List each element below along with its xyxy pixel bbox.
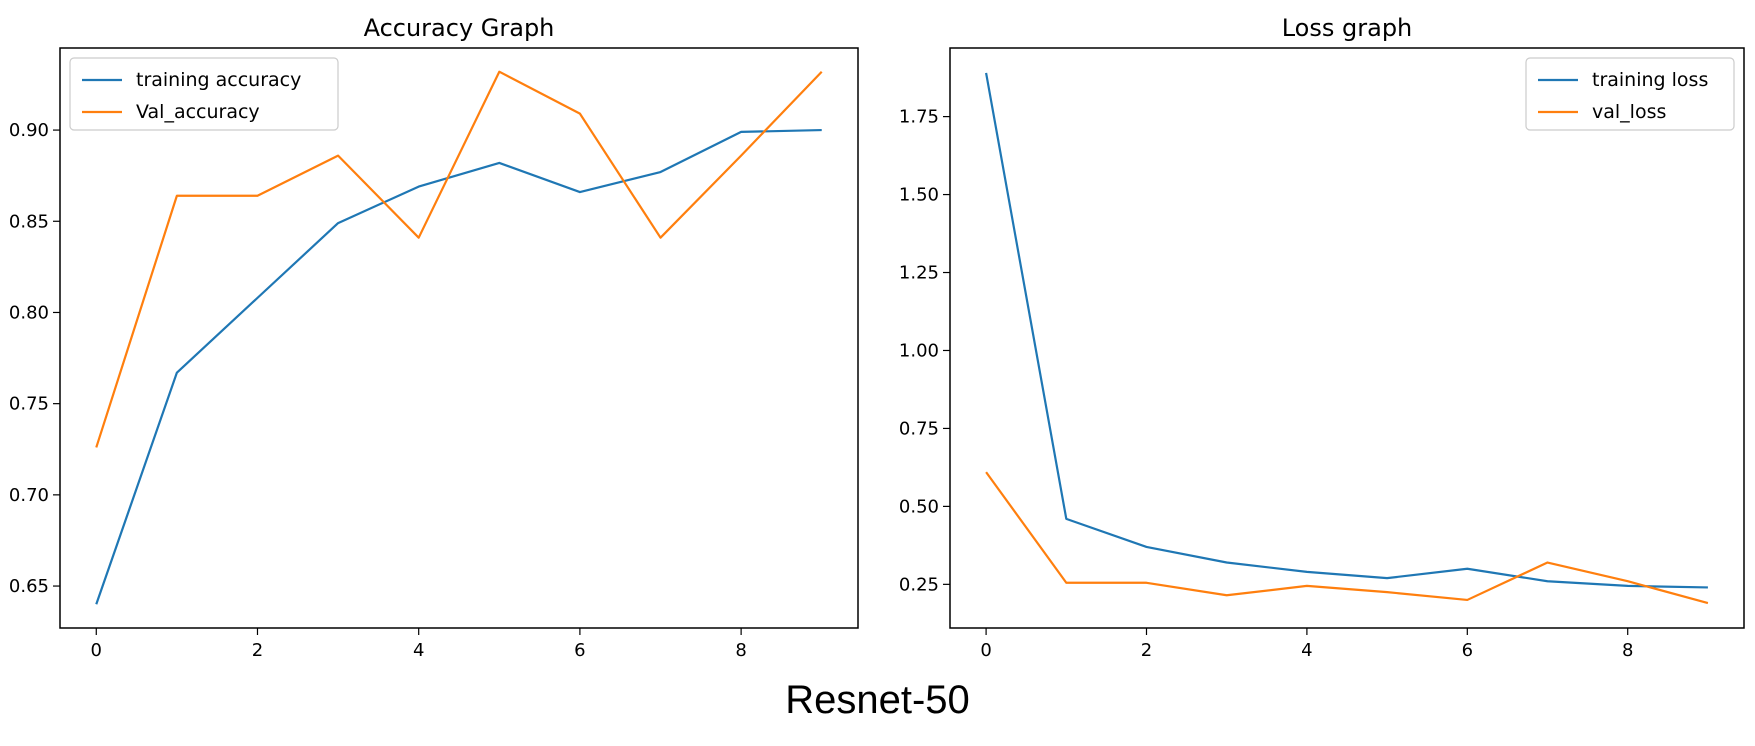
y-tick-label: 0.85 — [9, 211, 49, 232]
series-line-training-loss — [985, 72, 1708, 589]
y-tick-label: 0.70 — [9, 485, 49, 506]
figure: Accuracy Graph 0 2 4 6 8 0.65 0.70 0.75 0.80 0.85 0… — [9, 14, 1745, 661]
y-tick-label: 1.00 — [899, 340, 939, 361]
series-line-training-accuracy — [95, 128, 822, 605]
y-tick-label: 0.80 — [9, 302, 49, 323]
y-tick-label: 1.50 — [899, 185, 939, 206]
axes-frame — [949, 47, 1745, 629]
series-line-val-loss — [985, 471, 1709, 605]
y-tick-label: 0.75 — [9, 394, 49, 415]
legend: training accuracy Val_accuracy — [69, 57, 339, 131]
x-tick-label: 2 — [1141, 640, 1152, 661]
y-tick-label: 1.25 — [899, 263, 939, 284]
x-tick-label: 4 — [1301, 640, 1312, 661]
legend-label: training loss — [1592, 69, 1708, 91]
x-tick-label: 2 — [252, 640, 263, 661]
x-tick-label: 6 — [574, 640, 585, 661]
figure-caption: Resnet-50 — [785, 678, 970, 722]
legend-label: val_loss — [1592, 101, 1666, 123]
chart-panel-0: Accuracy Graph 0 2 4 6 8 0.65 0.70 0.75 0.80 0.85 0… — [9, 14, 859, 661]
legend-label: training accuracy — [136, 69, 301, 91]
x-tick-label: 0 — [980, 640, 991, 661]
x-tick-label: 8 — [1622, 640, 1633, 661]
y-tick-label: 1.75 — [899, 107, 939, 128]
legend: training loss val_loss — [1525, 57, 1735, 131]
x-tick-label: 4 — [413, 640, 424, 661]
y-tick-label: 0.75 — [899, 418, 939, 439]
series-line-val-accuracy — [95, 70, 823, 448]
chart-panel-1: Loss graph 0 2 4 6 8 0.25 0.50 0.75 1.00 1.25 1.50 1… — [899, 14, 1745, 661]
legend-box — [69, 57, 339, 131]
x-tick-label: 6 — [1462, 640, 1473, 661]
chart-title: Loss graph — [1282, 14, 1413, 42]
chart-title: Accuracy Graph — [364, 14, 555, 42]
legend-label: Val_accuracy — [136, 101, 260, 123]
x-tick-label: 0 — [91, 640, 102, 661]
y-tick-label: 0.65 — [9, 576, 49, 597]
y-tick-label: 0.50 — [899, 496, 939, 517]
y-tick-label: 0.25 — [899, 574, 939, 595]
axes-frame — [59, 47, 859, 629]
x-tick-label: 8 — [735, 640, 746, 661]
y-tick-label: 0.90 — [9, 120, 49, 141]
